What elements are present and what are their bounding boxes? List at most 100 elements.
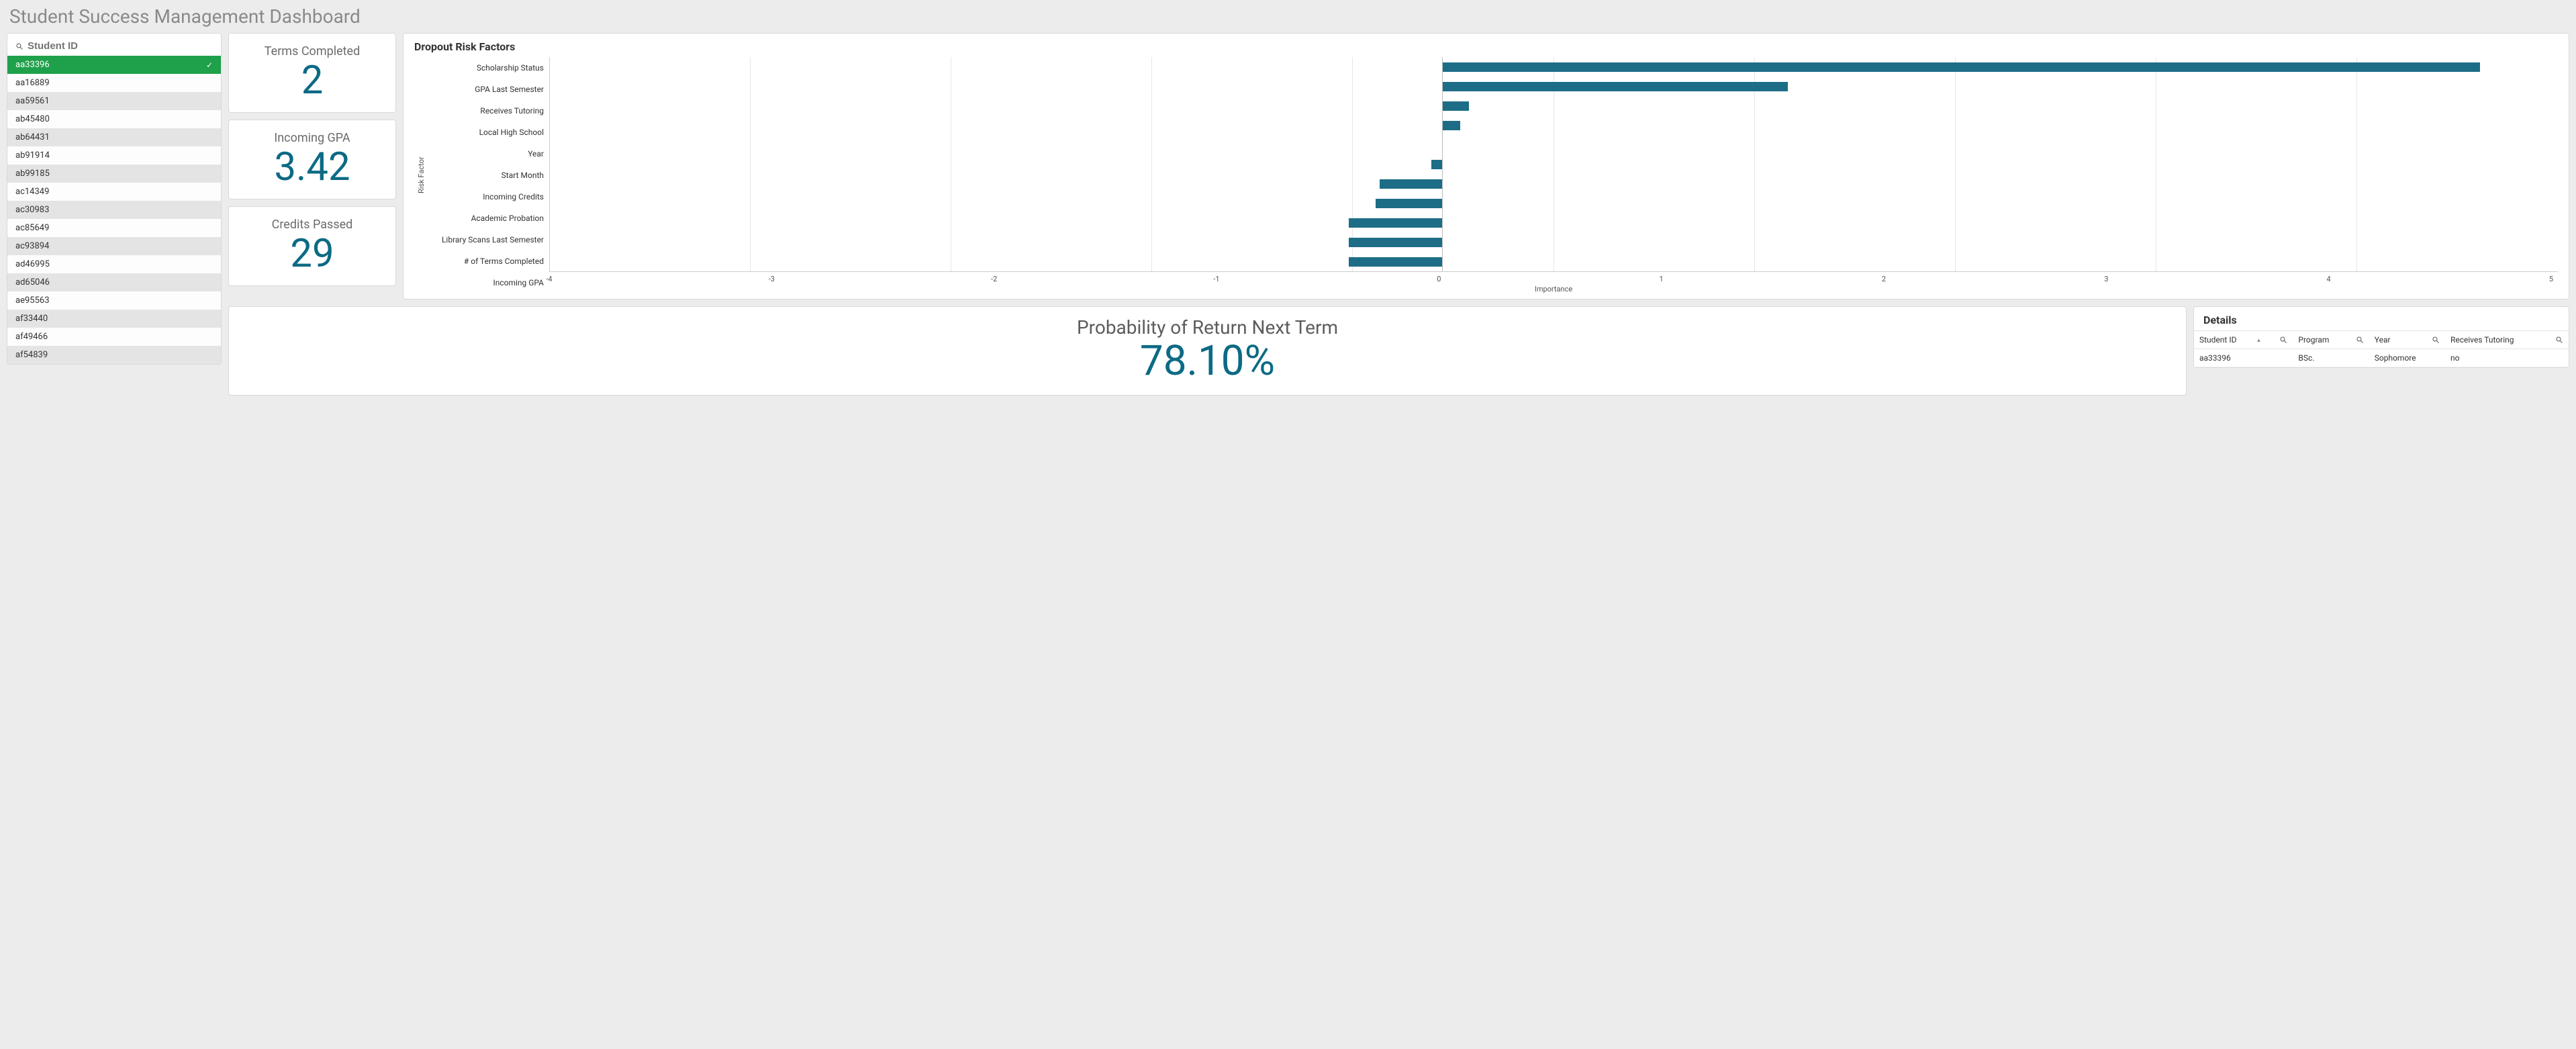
- kpi-incoming-gpa: Incoming GPA 3.42: [228, 120, 396, 199]
- student-id-label: ac85649: [15, 223, 49, 233]
- bar: [1349, 218, 1443, 228]
- probability-value: 78.10%: [234, 338, 2181, 384]
- bar: [1349, 257, 1443, 267]
- bar-row: [550, 217, 2558, 229]
- probability-panel: Probability of Return Next Term 78.10%: [228, 306, 2187, 396]
- x-tick-label: 0: [1432, 275, 1445, 283]
- details-panel: Details Student ID ▲ProgramYearReceives …: [2193, 306, 2569, 368]
- column-search-icon[interactable]: [2555, 336, 2563, 344]
- student-id-label: ab45480: [15, 114, 50, 124]
- kpi-credits-passed: Credits Passed 29: [228, 206, 396, 286]
- bar: [1442, 121, 1460, 130]
- column-header-label: Program: [2298, 335, 2329, 345]
- x-tick-label: 3: [2099, 275, 2113, 283]
- student-row[interactable]: af49466: [7, 328, 221, 346]
- student-row[interactable]: ac85649: [7, 219, 221, 237]
- x-tick-label: -1: [1210, 275, 1223, 283]
- kpi-label: Terms Completed: [234, 44, 390, 58]
- column-search-icon[interactable]: [2432, 336, 2440, 344]
- student-id-label: ab64431: [15, 132, 50, 142]
- factor-labels: Scholarship Status GPA Last Semester Recei…: [428, 57, 549, 293]
- factor-label: Incoming GPA: [428, 279, 544, 287]
- student-search[interactable]: [7, 34, 221, 56]
- details-cell: no: [2445, 349, 2569, 367]
- bar-row: [550, 236, 2558, 248]
- kpi-label: Credits Passed: [234, 218, 390, 232]
- student-id-label: af49466: [15, 332, 48, 342]
- student-id-label: ac30983: [15, 205, 49, 215]
- kpi-label: Incoming GPA: [234, 131, 390, 145]
- kpi-value: 2: [234, 61, 390, 100]
- student-row[interactable]: ad65046: [7, 273, 221, 291]
- x-tick-label: -3: [765, 275, 778, 283]
- column-header-label: Student ID: [2199, 335, 2236, 345]
- details-row[interactable]: aa33396BSc.Sophomoreno: [2194, 349, 2569, 367]
- details-table: Student ID ▲ Program Year Receives Tutoring…: [2194, 330, 2569, 367]
- details-cell: Sophomore: [2369, 349, 2445, 367]
- details-column-header[interactable]: Year: [2369, 331, 2445, 349]
- chart-title: Dropout Risk Factors: [414, 40, 2558, 53]
- student-list: aa33396✓ aa16889 aa59561 ab45480 ab64431 ab91…: [7, 56, 221, 364]
- risk-chart-panel: Dropout Risk Factors Risk Factor Scholar…: [403, 33, 2569, 300]
- x-axis-label: Importance: [549, 285, 2558, 293]
- x-tick-label: -4: [542, 275, 556, 283]
- factor-label: Receives Tutoring: [428, 107, 544, 115]
- bar: [1380, 179, 1442, 189]
- student-id-label: ae95563: [15, 295, 50, 306]
- bar: [1442, 101, 1469, 111]
- factor-label: Start Month: [428, 171, 544, 179]
- bar-row: [550, 81, 2558, 93]
- column-header-label: Year: [2375, 335, 2391, 345]
- bar-row: [550, 61, 2558, 73]
- factor-label: Scholarship Status: [428, 64, 544, 72]
- student-row[interactable]: aa33396✓: [7, 56, 221, 74]
- student-row[interactable]: ab64431: [7, 128, 221, 146]
- bar: [1431, 160, 1443, 169]
- student-row[interactable]: ac30983: [7, 201, 221, 219]
- column-search-icon[interactable]: [2356, 336, 2364, 344]
- x-axis-ticks: -4-3-2-1012345: [549, 275, 2558, 283]
- x-tick-label: 2: [1877, 275, 1891, 283]
- student-row[interactable]: af33440: [7, 310, 221, 328]
- column-search-icon[interactable]: [2279, 336, 2287, 344]
- probability-label: Probability of Return Next Term: [234, 316, 2181, 338]
- factor-label: Library Scans Last Semester: [428, 236, 544, 244]
- student-row[interactable]: ae95563: [7, 291, 221, 310]
- student-id-label: ad65046: [15, 277, 50, 287]
- bar: [1349, 238, 1443, 247]
- bar-row: [550, 139, 2558, 151]
- bar: [1442, 82, 1788, 91]
- student-row[interactable]: ad46995: [7, 255, 221, 273]
- bar-row: [550, 158, 2558, 171]
- student-id-label: ab99185: [15, 169, 50, 179]
- student-id-label: ac93894: [15, 241, 49, 251]
- details-column-header[interactable]: Receives Tutoring: [2445, 331, 2569, 349]
- student-id-label: ab91914: [15, 150, 50, 161]
- student-row[interactable]: ac14349: [7, 183, 221, 201]
- student-search-input[interactable]: [28, 40, 213, 52]
- bar-row: [550, 197, 2558, 210]
- details-column-header[interactable]: Program: [2293, 331, 2369, 349]
- student-id-label: ad46995: [15, 259, 50, 269]
- bar-row: [550, 256, 2558, 268]
- student-row[interactable]: aa16889: [7, 74, 221, 92]
- factor-label: # of Terms Completed: [428, 257, 544, 265]
- factor-label: Academic Probation: [428, 214, 544, 222]
- student-row[interactable]: ac93894: [7, 237, 221, 255]
- student-row[interactable]: ab91914: [7, 146, 221, 165]
- student-row[interactable]: aa59561: [7, 92, 221, 110]
- bar-row: [550, 178, 2558, 190]
- factor-label: Incoming Credits: [428, 193, 544, 201]
- factor-label: GPA Last Semester: [428, 85, 544, 93]
- student-id-label: aa16889: [15, 78, 50, 88]
- details-column-header[interactable]: Student ID ▲: [2194, 331, 2293, 349]
- student-row[interactable]: af54839: [7, 346, 221, 364]
- student-row[interactable]: ab45480: [7, 110, 221, 128]
- student-id-label: ac14349: [15, 187, 49, 197]
- bar-row: [550, 100, 2558, 112]
- student-row[interactable]: ab99185: [7, 165, 221, 183]
- kpi-value: 3.42: [234, 148, 390, 187]
- x-tick-label: 1: [1655, 275, 1668, 283]
- details-cell: aa33396: [2194, 349, 2293, 367]
- kpi-value: 29: [234, 234, 390, 273]
